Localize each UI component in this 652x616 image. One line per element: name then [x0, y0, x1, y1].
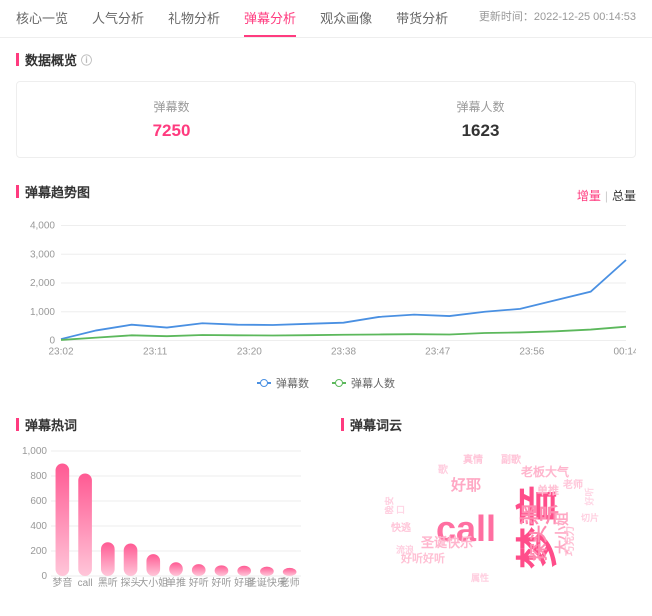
ctl-increment[interactable]: 增量	[577, 189, 601, 203]
svg-text:2,000: 2,000	[30, 278, 55, 289]
overview-card: 弹幕数 7250 弹幕人数 1623	[16, 81, 636, 158]
svg-text:单推: 单推	[166, 576, 186, 589]
tab-popularity[interactable]: 人气分析	[92, 8, 144, 37]
svg-text:23:02: 23:02	[48, 347, 73, 358]
svg-text:23:20: 23:20	[237, 347, 262, 358]
overview-section: 数据概览ⓘ 弹幕数 7250 弹幕人数 1623	[0, 38, 652, 170]
cloud-word: 属性	[471, 574, 489, 583]
svg-text:老师: 老师	[280, 576, 300, 589]
help-icon[interactable]: ⓘ	[81, 52, 92, 68]
cloud-word: 黑听	[519, 506, 559, 526]
cloud-word: 歌	[438, 466, 448, 476]
cloud-word: 晚安	[386, 496, 395, 514]
svg-text:200: 200	[30, 546, 47, 557]
tab-gifts[interactable]: 礼物分析	[168, 8, 220, 37]
svg-text:黑听: 黑听	[98, 577, 118, 589]
svg-text:400: 400	[30, 521, 47, 532]
chart-controls: 增量|总量	[577, 187, 636, 204]
svg-text:梦音: 梦音	[52, 576, 72, 589]
svg-text:1,000: 1,000	[30, 307, 55, 318]
svg-text:23:56: 23:56	[519, 347, 544, 358]
cloud-word: 真情	[463, 456, 483, 466]
svg-text:好听: 好听	[189, 577, 209, 589]
svg-text:23:47: 23:47	[425, 347, 450, 358]
wordcloud-title: 弹幕词云	[350, 415, 402, 434]
cloud-word: 老师	[563, 481, 583, 491]
trend-title: 弹幕趋势图	[25, 182, 90, 201]
cloud-word: 探头	[530, 525, 548, 561]
hotwords-col: 弹幕热词 02004006008001,000梦音call黑听探头大小姐单推好听…	[16, 415, 311, 604]
stat-danmu-users: 弹幕人数 1623	[326, 98, 635, 141]
svg-text:00:14: 00:14	[613, 347, 636, 358]
bottom-section: 弹幕热词 02004006008001,000梦音call黑听探头大小姐单推好听…	[0, 403, 652, 616]
svg-text:大小姐: 大小姐	[138, 576, 168, 589]
cloud-word: 好耶	[451, 478, 481, 493]
hotwords-title: 弹幕热词	[25, 415, 77, 434]
svg-text:1,000: 1,000	[22, 446, 47, 457]
tab-commerce[interactable]: 带货分析	[396, 8, 448, 37]
wordcloud-chart: 梦音call黑听探头好耶大小姐圣诞快乐老板大气单推好听好听巧克力快逃真情副歌老师…	[341, 446, 631, 596]
ctl-total[interactable]: 总量	[612, 189, 636, 203]
svg-text:好听: 好听	[211, 577, 231, 589]
cloud-word: 快逃	[391, 524, 411, 534]
cloud-word: 副歌	[501, 456, 521, 466]
cloud-word: 圣诞快乐	[421, 536, 473, 549]
cloud-word: 老板大气	[521, 466, 569, 478]
svg-text:call: call	[78, 578, 93, 589]
svg-text:800: 800	[30, 471, 47, 482]
cloud-word: 单推	[537, 486, 559, 497]
tab-audience[interactable]: 观众画像	[320, 8, 372, 37]
svg-text:0: 0	[49, 336, 55, 347]
cloud-word: 切片	[581, 514, 599, 523]
svg-text:23:38: 23:38	[331, 347, 356, 358]
cloud-word: 好听	[586, 487, 595, 505]
wordcloud-col: 弹幕词云 梦音call黑听探头好耶大小姐圣诞快乐老板大气单推好听好听巧克力快逃真…	[341, 415, 636, 604]
trend-legend: 弹幕数 弹幕人数	[16, 375, 636, 391]
svg-text:3,000: 3,000	[30, 249, 55, 260]
svg-text:0: 0	[41, 571, 47, 582]
overview-title: 数据概览	[25, 50, 77, 69]
trend-section: 弹幕趋势图 增量|总量 0 1,000 2,000 3,000 4,000 23:02 23…	[0, 170, 652, 403]
cloud-word: 流浪	[396, 546, 414, 555]
tabs-bar: 核心一览 人气分析 礼物分析 弹幕分析 观众画像 带货分析 更新时间：2022-…	[0, 0, 652, 38]
svg-text:23:11: 23:11	[143, 347, 168, 358]
svg-text:600: 600	[30, 496, 47, 507]
hotwords-chart: 02004006008001,000梦音call黑听探头大小姐单推好听好听好耶圣…	[16, 446, 306, 601]
stat-danmu-count: 弹幕数 7250	[17, 98, 326, 141]
update-time: 更新时间：2022-12-25 00:14:53	[479, 8, 636, 24]
svg-text:4,000: 4,000	[30, 221, 55, 232]
cloud-word: 好听好听	[401, 554, 445, 565]
cloud-word: 巧克力	[566, 526, 576, 556]
trend-chart: 0 1,000 2,000 3,000 4,000 23:02 23:11 23:20 23:3…	[16, 213, 636, 368]
tab-core[interactable]: 核心一览	[16, 8, 68, 37]
tab-danmu[interactable]: 弹幕分析	[244, 8, 296, 37]
cloud-word: 口	[396, 506, 405, 515]
